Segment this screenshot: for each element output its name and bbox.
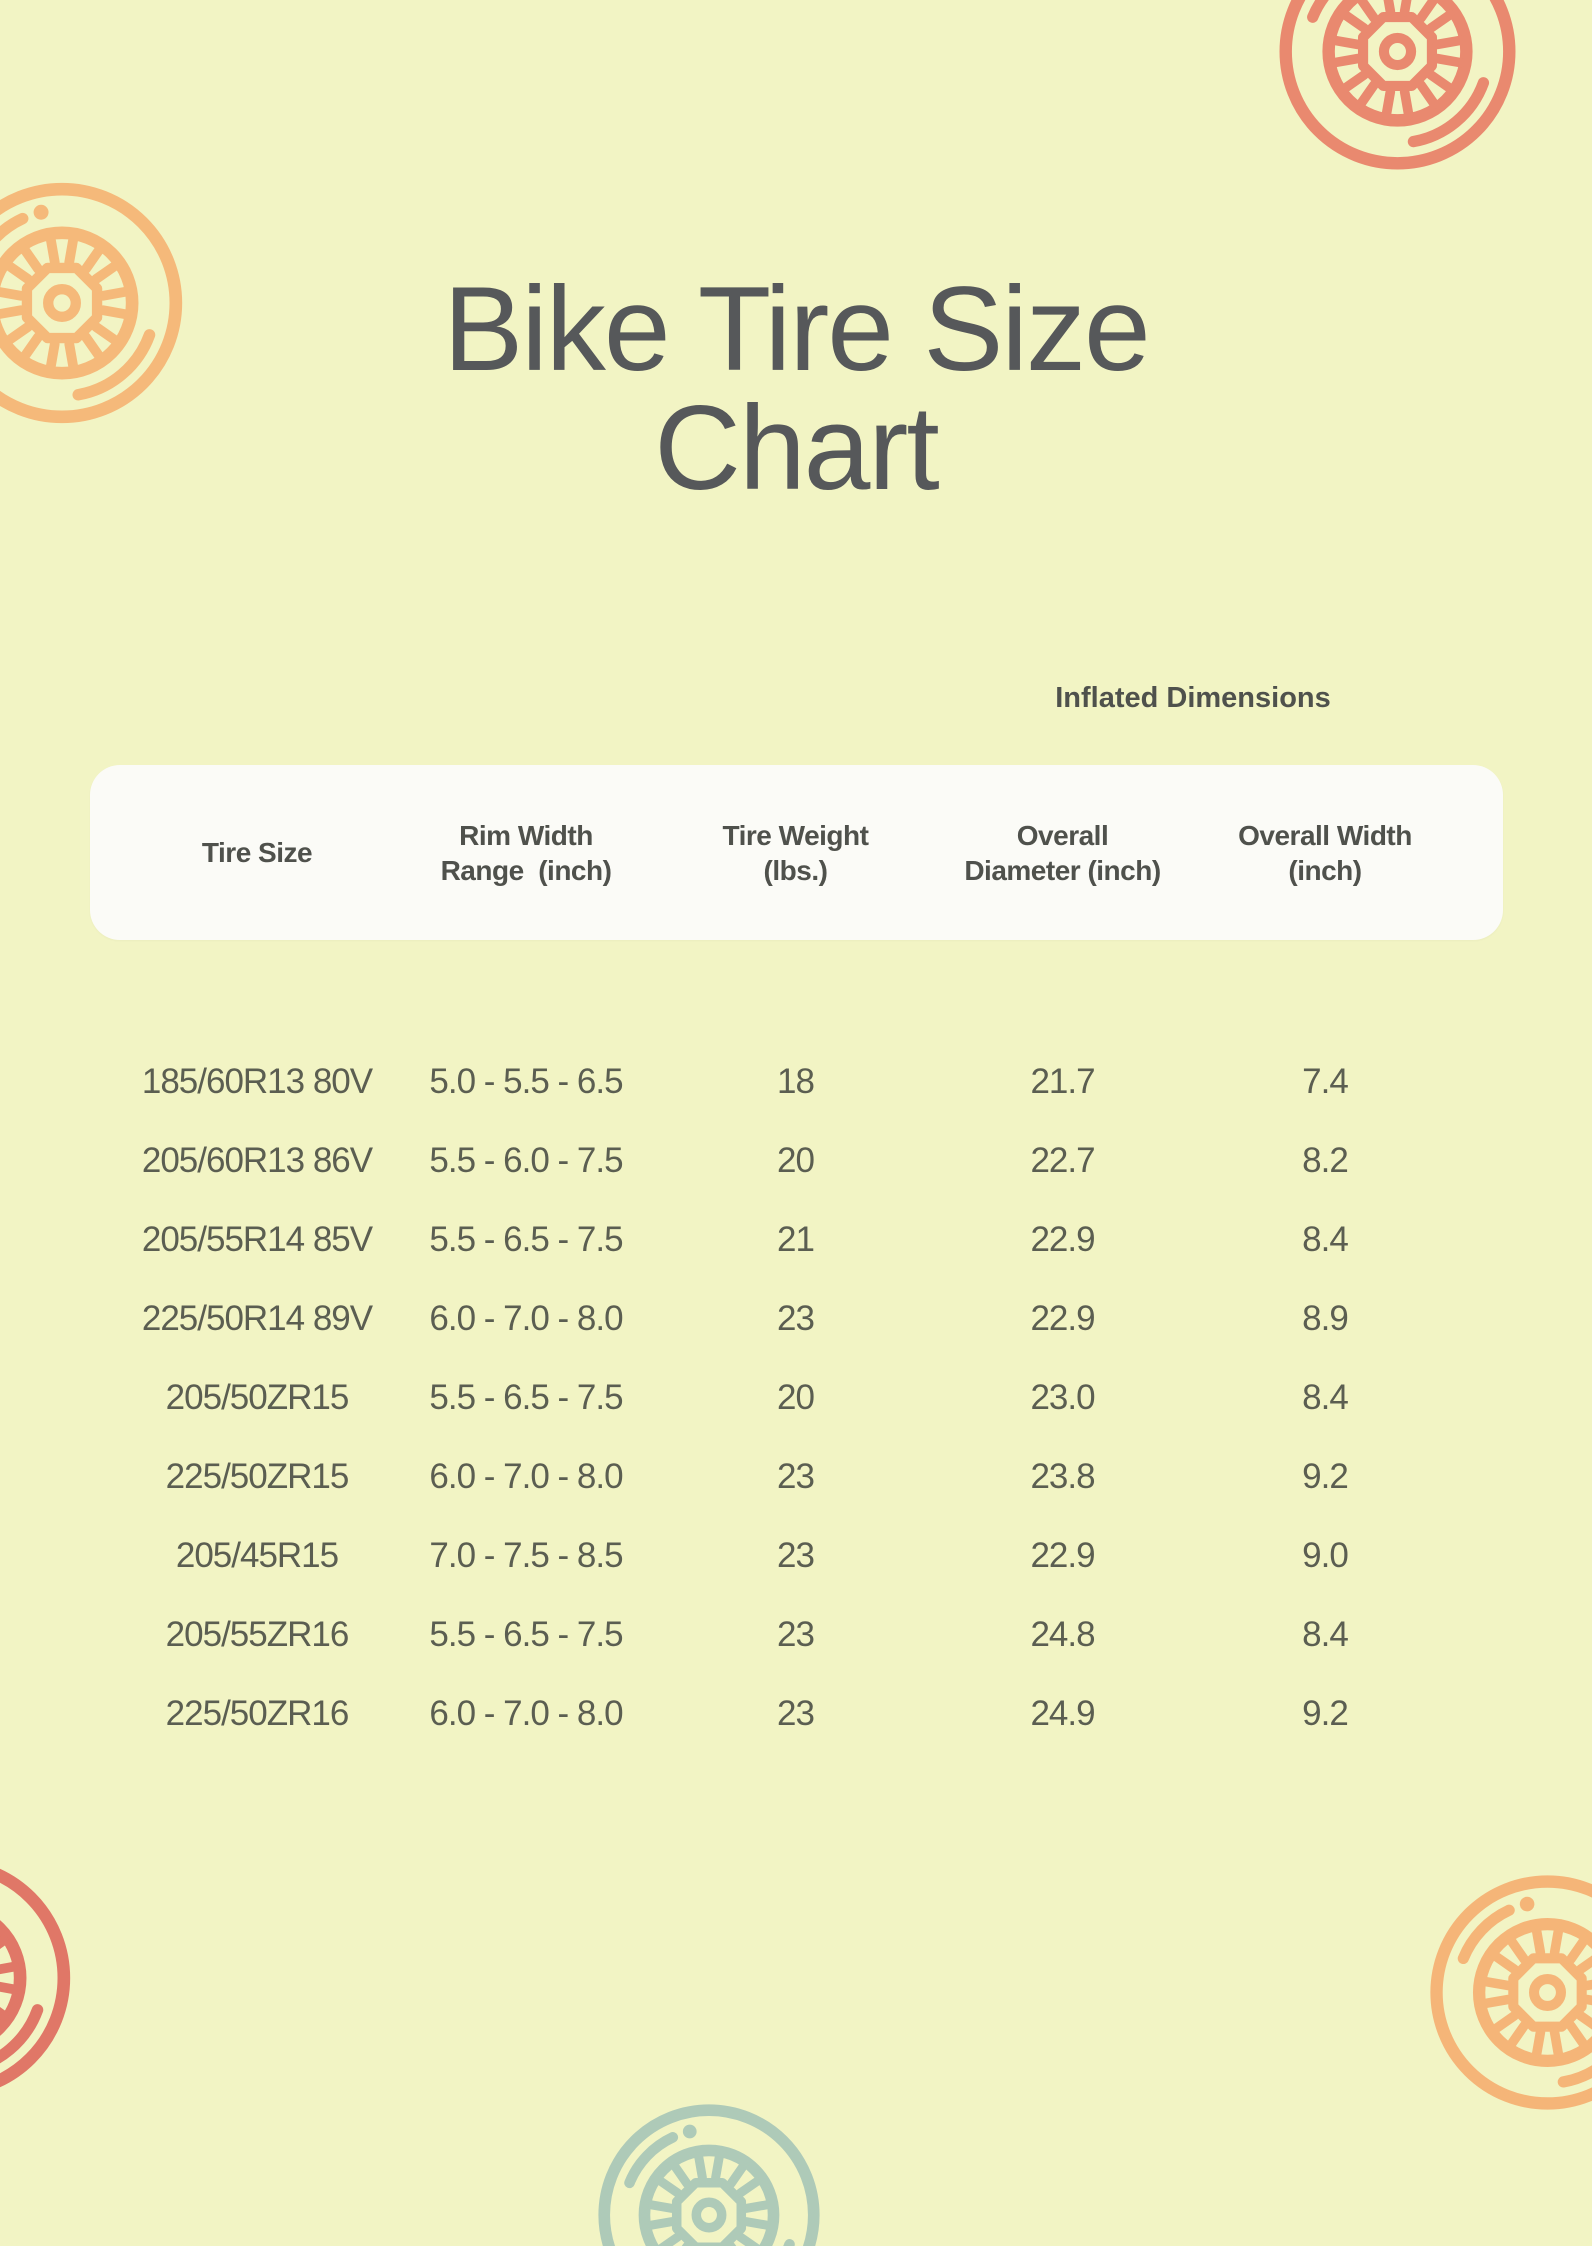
cell-width: 7.4 [1302,1061,1349,1101]
table-row: 205/55ZR16 5.5 - 6.5 - 7.5 23 24.8 8.4 [90,1595,1503,1674]
cell-tire-size: 225/50R14 89V [141,1298,373,1338]
cell-diameter: 21.7 [1030,1061,1095,1101]
cell-tire-size: 225/50ZR15 [165,1456,350,1496]
wheel-bottom-center-icon [582,2088,836,2246]
cell-diameter: 24.9 [1030,1693,1095,1733]
cell-rim-width: 5.5 - 6.5 - 7.5 [429,1377,623,1417]
cell-weight: 20 [777,1140,815,1180]
cell-tire-size: 225/50ZR16 [165,1693,350,1733]
cell-width: 9.0 [1302,1535,1349,1575]
cell-weight: 23 [777,1456,815,1496]
cell-diameter: 23.0 [1030,1377,1095,1417]
table-row: 225/50R14 89V 6.0 - 7.0 - 8.0 23 22.9 8.… [90,1279,1503,1358]
cell-tire-size: 205/60R13 86V [141,1140,373,1180]
cell-diameter: 22.7 [1030,1140,1095,1180]
cell-weight: 23 [777,1693,815,1733]
cell-rim-width: 7.0 - 7.5 - 8.5 [429,1535,623,1575]
header-tire-size: Tire Size [201,837,313,868]
table-row: 205/55R14 85V 5.5 - 6.5 - 7.5 21 22.9 8.… [90,1200,1503,1279]
cell-diameter: 24.8 [1030,1614,1095,1654]
table-body: 185/60R13 80V 5.0 - 5.5 - 6.5 18 21.7 7.… [90,1042,1503,1753]
cell-rim-width: 6.0 - 7.0 - 8.0 [429,1298,623,1338]
cell-rim-width: 6.0 - 7.0 - 8.0 [429,1456,623,1496]
cell-rim-width: 5.5 - 6.5 - 7.5 [429,1614,623,1654]
cell-tire-size: 185/60R13 80V [141,1061,373,1101]
header-tire-weight: Tire Weight (lbs.) [722,819,869,886]
cell-diameter: 23.8 [1030,1456,1095,1496]
cell-width: 8.9 [1302,1298,1349,1338]
cell-rim-width: 6.0 - 7.0 - 8.0 [429,1693,623,1733]
header-overall-diameter: Overall Diameter (inch) [964,819,1161,886]
cell-tire-size: 205/45R15 [175,1535,339,1575]
cell-rim-width: 5.5 - 6.5 - 7.5 [429,1219,623,1259]
cell-rim-width: 5.0 - 5.5 - 6.5 [429,1061,623,1101]
table-row: 205/50ZR15 5.5 - 6.5 - 7.5 20 23.0 8.4 [90,1358,1503,1437]
cell-diameter: 22.9 [1030,1298,1095,1338]
table-row: 225/50ZR15 6.0 - 7.0 - 8.0 23 23.8 9.2 [90,1437,1503,1516]
cell-width: 8.2 [1302,1140,1349,1180]
header-overall-width: Overall Width (inch) [1238,819,1412,886]
cell-weight: 18 [777,1061,815,1101]
table-row: 185/60R13 80V 5.0 - 5.5 - 6.5 18 21.7 7.… [90,1042,1503,1121]
cell-width: 8.4 [1302,1219,1349,1259]
header-rim-width: Rim Width Range (inch) [440,819,612,886]
cell-tire-size: 205/50ZR15 [165,1377,350,1417]
table-row: 225/50ZR16 6.0 - 7.0 - 8.0 23 24.9 9.2 [90,1674,1503,1753]
cell-width: 8.4 [1302,1614,1349,1654]
cell-tire-size: 205/55ZR16 [165,1614,350,1654]
cell-width: 8.4 [1302,1377,1349,1417]
cell-rim-width: 5.5 - 6.0 - 7.5 [429,1140,623,1180]
cell-diameter: 22.9 [1030,1535,1095,1575]
cell-diameter: 22.9 [1030,1219,1095,1259]
wheel-bottom-left-icon [0,1840,88,2116]
cell-width: 9.2 [1302,1693,1349,1733]
wheel-bottom-right-icon [1413,1858,1592,2127]
cell-weight: 23 [777,1614,815,1654]
table-row: 205/45R15 7.0 - 7.5 - 8.5 23 22.9 9.0 [90,1516,1503,1595]
page-title: Bike Tire Size Chart [443,262,1151,515]
table-row: 205/60R13 86V 5.5 - 6.0 - 7.5 20 22.7 8.… [90,1121,1503,1200]
table-header-row: Tire Size Rim Width Range (inch) Tire We… [90,765,1503,940]
cell-tire-size: 205/55R14 85V [141,1219,373,1259]
wheel-top-right-icon [1262,0,1533,187]
cell-weight: 23 [777,1535,815,1575]
cell-weight: 21 [777,1219,815,1259]
cell-weight: 23 [777,1298,815,1338]
table-caption: Inflated Dimensions [1055,682,1331,714]
cell-width: 9.2 [1302,1456,1349,1496]
cell-weight: 20 [777,1377,815,1417]
